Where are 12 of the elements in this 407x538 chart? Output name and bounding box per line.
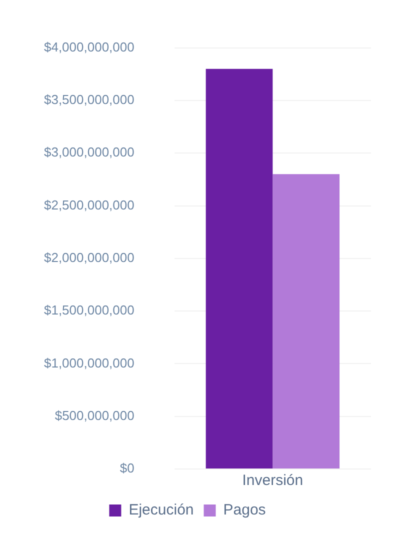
legend-label: Pagos (223, 502, 266, 519)
y-tick-label: $1,000,000,000 (44, 355, 134, 370)
y-tick-label: $1,500,000,000 (44, 302, 134, 318)
y-tick-label: $3,000,000,000 (44, 144, 134, 160)
x-tick-label: Inversión (242, 472, 304, 490)
y-tick-label: $2,000,000,000 (44, 250, 134, 265)
y-tick-label: $0 (120, 460, 134, 476)
legend-label: Ejecución (128, 502, 194, 519)
y-tick-label: $2,500,000,000 (44, 197, 134, 212)
y-tick-label: $4,000,000,000 (44, 39, 134, 54)
y-tick-label: $500,000,000 (54, 408, 134, 423)
y-tick-label: $3,500,000,000 (44, 92, 134, 108)
